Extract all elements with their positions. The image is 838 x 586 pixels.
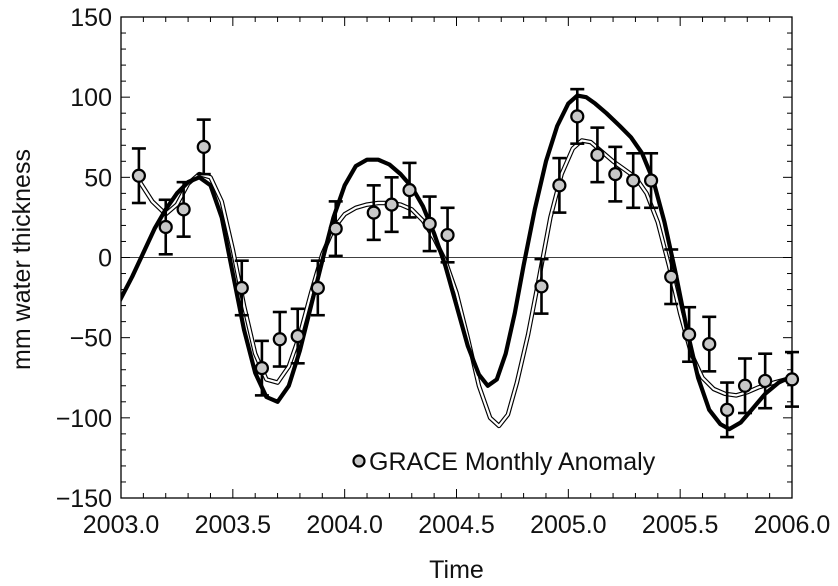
data-point [272, 332, 287, 347]
y-tick-label: −100 [56, 405, 112, 433]
x-tick-label: 2005.0 [530, 511, 606, 539]
data-point [590, 147, 605, 162]
fit-curve [121, 93, 792, 432]
x-tick-label: 2003.0 [83, 511, 159, 539]
y-tick-label: 0 [98, 245, 112, 273]
data-point [720, 402, 735, 417]
x-tick-label: 2005.5 [642, 511, 718, 539]
y-tick-label: 50 [84, 164, 112, 192]
data-point [196, 139, 211, 154]
data-point [310, 280, 325, 296]
data-point [158, 219, 173, 235]
data-point [552, 178, 567, 193]
legend-marker [352, 454, 366, 468]
data-point [131, 168, 146, 183]
y-axis-title: mm water thickness [8, 149, 36, 370]
data-point [664, 269, 679, 284]
data-point [290, 328, 305, 344]
legend-label: GRACE Monthly Anomaly [369, 448, 656, 476]
data-point [737, 378, 753, 393]
x-tick-label: 2004.5 [418, 511, 494, 539]
data-point [384, 197, 399, 212]
x-tick-label: 2006.0 [754, 511, 830, 539]
x-axis-title: Time [429, 556, 484, 584]
data-point [254, 361, 270, 376]
data-point [682, 327, 697, 342]
x-tick-label: 2003.5 [195, 511, 271, 539]
data-point [366, 205, 381, 220]
data-point [626, 173, 641, 188]
x-tick-label: 2004.0 [306, 511, 382, 539]
data-point [402, 183, 417, 198]
data-point [328, 221, 343, 236]
y-tick-label: 100 [70, 84, 112, 112]
data-point [234, 280, 249, 296]
data-point [570, 109, 585, 124]
data-point [440, 227, 455, 243]
data-point [758, 373, 773, 389]
data-point [422, 216, 437, 231]
y-tick-label: 150 [70, 4, 112, 32]
data-point [702, 336, 717, 352]
y-tick-label: −150 [56, 485, 112, 513]
data-point [176, 202, 191, 217]
data-point [784, 372, 800, 387]
y-tick-label: −50 [70, 325, 112, 353]
data-point [608, 167, 623, 182]
data-point [534, 279, 549, 294]
data-point [643, 173, 659, 188]
